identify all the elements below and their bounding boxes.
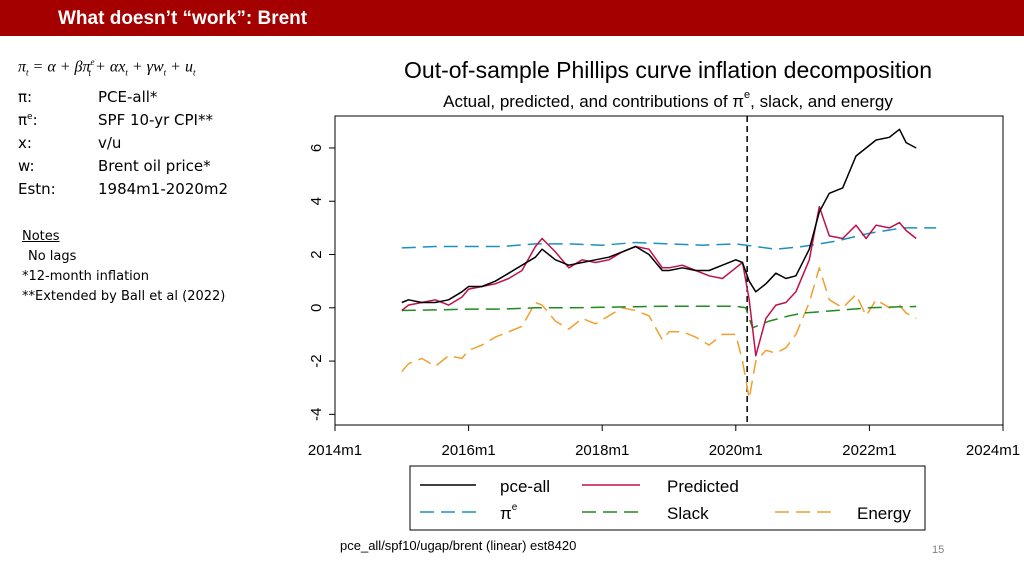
y-tick-label: 2 [308, 250, 325, 258]
x-axis: 2014m1 2016m1 2018m1 2020m1 2022m1 2024m1 [308, 425, 1020, 459]
x-tick-label: 2014m1 [308, 442, 362, 459]
x-tick-label: 2016m1 [441, 442, 495, 459]
definition-value: SPF 10-yr CPI** [98, 111, 213, 129]
phillips-equation: πt = α + βπet + αxt + γwt + ut [18, 57, 196, 78]
definition-symbol: π: [18, 88, 33, 106]
series-line-pie [401, 227, 937, 250]
x-tick-label: 2018m1 [575, 442, 629, 459]
notes-line: **Extended by Ball et al (2022) [22, 289, 226, 304]
definition-symbol: w: [18, 157, 35, 175]
definition-value: v/u [98, 134, 122, 152]
legend: pce-all Predicted πe Slack Energy [409, 465, 926, 531]
y-tick-label: -4 [308, 408, 325, 421]
definition-value: Brent oil price* [98, 157, 211, 175]
series-line-pce-all [401, 128, 917, 304]
y-tick-label: 0 [308, 304, 325, 312]
plot-area [334, 115, 1004, 426]
y-tick-label: 4 [308, 197, 325, 205]
footnote: pce_all/spf10/ugap/brent (linear) est842… [340, 538, 577, 553]
x-tick-label: 2022m1 [842, 442, 896, 459]
x-tick-label: 2020m1 [709, 442, 763, 459]
x-tick-label: 2024m1 [966, 442, 1020, 459]
notes-line: *12-month inflation [22, 269, 149, 284]
legend-label-slack: Slack [667, 504, 709, 523]
definition-symbol: x: [18, 134, 32, 152]
chart-title: Out-of-sample Phillips curve inflation d… [404, 57, 932, 83]
series-line-energy [401, 267, 917, 400]
chart-subtitle: Actual, predicted, and contributions of … [443, 89, 893, 111]
definition-symbol: πe: [18, 111, 38, 129]
series-lines [401, 128, 937, 400]
legend-label-pce-all: pce-all [500, 477, 550, 496]
legend-label-energy: Energy [857, 504, 911, 523]
series-line-slack [401, 305, 917, 329]
definition-value: PCE-all* [98, 88, 158, 106]
slide-header: What doesn’t “work”: Brent [0, 0, 1024, 36]
series-line-predicted [401, 205, 917, 357]
page-number: 15 [932, 544, 945, 556]
y-axis: -4 -2 0 2 4 6 [308, 144, 335, 421]
notes-line: No lags [28, 249, 77, 264]
definition-value: 1984m1-2020m2 [98, 180, 229, 198]
notes-title: Notes [22, 229, 60, 244]
notes-block: Notes No lags *12-month inflation **Exte… [22, 227, 225, 307]
slide-title: What doesn’t “work”: Brent [58, 8, 308, 29]
y-tick-label: -2 [308, 354, 325, 367]
y-tick-label: 6 [308, 144, 325, 152]
legend-box [409, 465, 926, 531]
definition-symbol: Estn: [18, 180, 56, 198]
legend-label-predicted: Predicted [667, 477, 739, 496]
